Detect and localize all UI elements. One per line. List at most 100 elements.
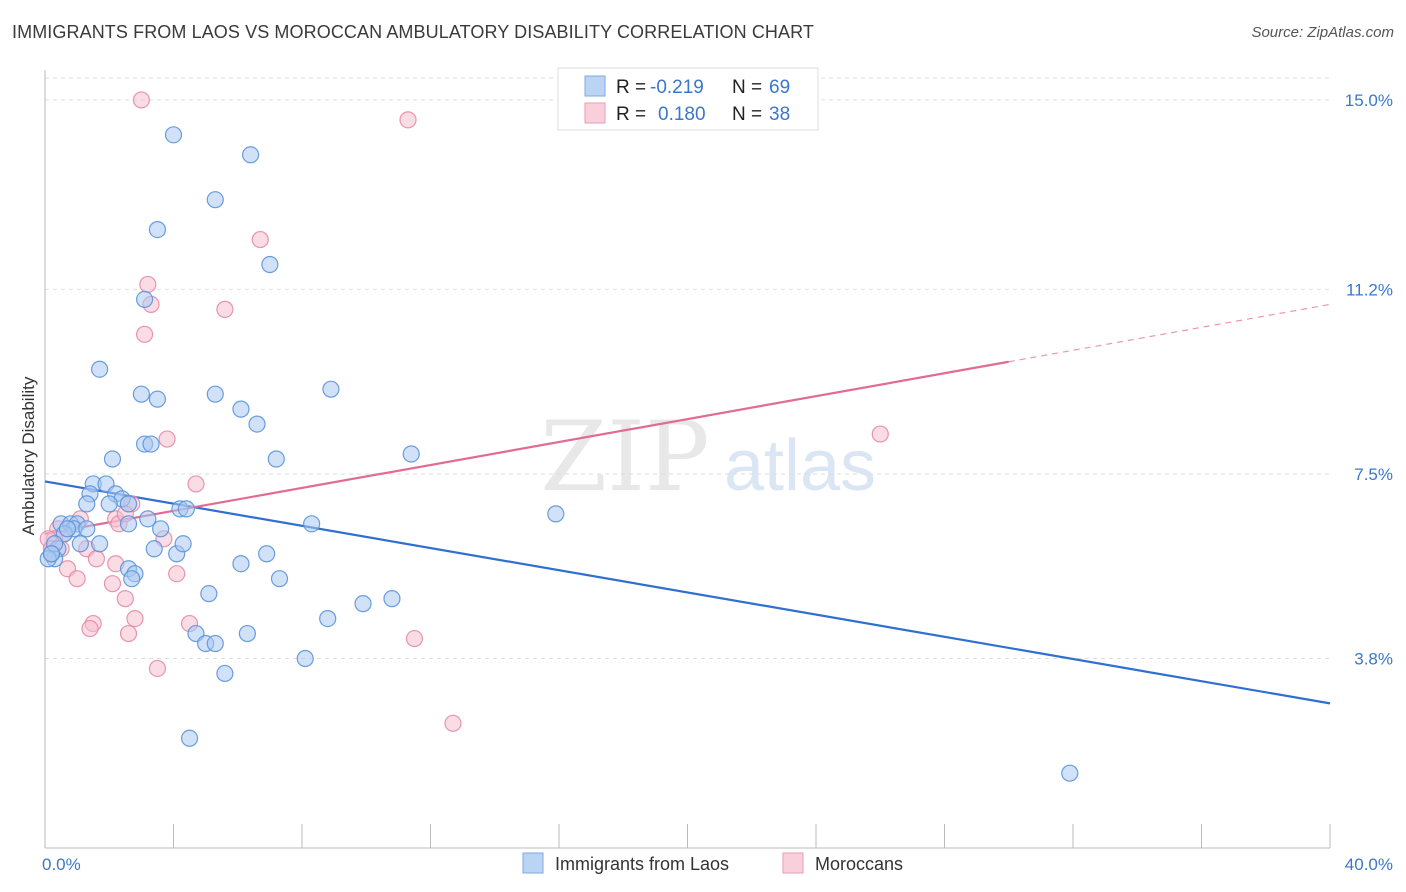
legend-bottom-swatch-laos (522, 852, 544, 874)
point-moroccan (158, 430, 176, 448)
point-laos (142, 435, 160, 453)
legend-bottom-label-moroccan: Moroccans (815, 854, 903, 874)
point-laos (135, 290, 154, 309)
point-laos (270, 570, 289, 588)
point-moroccan (871, 425, 889, 443)
trend-line-laos (44, 480, 1331, 705)
watermark-atlas: atlas (724, 426, 876, 506)
y-tick-label: 11.2% (1346, 280, 1393, 299)
point-moroccan (405, 629, 424, 648)
point-laos (1061, 764, 1079, 782)
legend-swatch-moroccan (584, 102, 606, 124)
point-moroccan (135, 325, 154, 343)
point-laos (383, 590, 401, 608)
point-laos (119, 515, 138, 533)
x-tick-label: 40.0% (1345, 855, 1393, 874)
point-moroccan (168, 565, 186, 583)
point-moroccan (187, 475, 205, 493)
data-points (39, 91, 1079, 782)
point-moroccan (103, 575, 122, 593)
point-moroccan (399, 111, 417, 129)
point-laos (174, 535, 192, 553)
trend-line-moroccan-extension (1008, 303, 1331, 363)
y-tick-label: 15.0% (1345, 91, 1393, 110)
point-laos (232, 555, 250, 573)
point-laos (258, 545, 276, 563)
point-laos (206, 634, 224, 653)
point-laos (123, 570, 141, 588)
point-laos (71, 535, 89, 553)
point-laos (103, 450, 122, 468)
point-laos (145, 540, 163, 558)
point-laos (180, 729, 199, 747)
chart-title: IMMIGRANTS FROM LAOS VS MOROCCAN AMBULAT… (12, 22, 815, 42)
point-laos (42, 545, 61, 563)
point-laos (267, 450, 285, 468)
watermark: ZIP atlas (540, 401, 876, 513)
point-moroccan (444, 714, 462, 732)
point-moroccan (139, 275, 157, 294)
point-laos (148, 390, 167, 408)
point-laos (206, 385, 224, 403)
x-tick-label: 0.0% (42, 855, 81, 874)
trend-line-moroccan (44, 360, 1009, 535)
point-laos (119, 495, 138, 513)
point-laos (232, 400, 250, 418)
point-laos (139, 510, 157, 528)
legend-swatch-laos (584, 75, 606, 97)
y-tick-label: 7.5% (1354, 465, 1393, 484)
source-label: Source: ZipAtlas.com (1251, 24, 1394, 41)
watermark-zip: ZIP (540, 401, 709, 513)
point-laos (58, 520, 77, 538)
point-moroccan (148, 659, 167, 678)
point-laos (200, 585, 218, 603)
point-laos (319, 609, 337, 628)
point-laos (402, 445, 420, 463)
y-axis-label: Ambulatory Disability (19, 376, 38, 535)
point-laos (100, 495, 118, 513)
point-laos (78, 495, 96, 513)
point-laos (354, 595, 372, 613)
point-moroccan (216, 300, 234, 318)
legend-n-value-moroccan: 38 (769, 104, 790, 125)
stats-legend: R = -0.219 N = 69 R = 0.180 N = 38 (557, 67, 819, 131)
point-moroccan (126, 609, 144, 628)
legend-n-value-laos: 69 (769, 77, 790, 98)
point-laos (164, 126, 183, 144)
trend-lines (44, 303, 1331, 705)
point-moroccan (251, 230, 269, 249)
legend-r-label-laos: R = (616, 77, 646, 98)
legend-bottom-swatch-moroccan (782, 852, 804, 874)
legend-r-value-laos: -0.219 (650, 77, 704, 98)
point-laos (248, 415, 266, 433)
point-moroccan (81, 619, 99, 638)
point-laos (238, 624, 256, 643)
point-laos (78, 520, 96, 538)
point-moroccan (132, 91, 150, 109)
point-laos (206, 191, 224, 209)
legend-r-label-moroccan: R = (616, 104, 646, 125)
point-laos (148, 220, 167, 239)
point-laos (242, 146, 260, 164)
point-laos (296, 649, 314, 668)
point-moroccan (87, 550, 106, 568)
tick-labels: 3.8% 7.5% 11.2% 15.0% 0.0% 40.0% (42, 91, 1393, 874)
point-laos (322, 380, 340, 398)
series-legend: Immigrants from Laos Moroccans (522, 852, 903, 874)
legend-n-label-laos: N = (732, 77, 762, 98)
legend-n-label-moroccan: N = (732, 104, 762, 125)
axes (44, 70, 1331, 849)
point-laos (91, 360, 109, 378)
point-laos (177, 500, 195, 518)
point-laos (216, 664, 234, 683)
legend-bottom-label-laos: Immigrants from Laos (555, 854, 729, 874)
point-moroccan (119, 624, 138, 643)
point-moroccan (68, 570, 86, 588)
legend-r-value-moroccan: 0.180 (658, 104, 706, 125)
point-laos (132, 385, 150, 403)
point-laos (303, 515, 321, 533)
point-moroccan (116, 590, 134, 608)
point-laos (547, 505, 565, 523)
point-laos (152, 520, 170, 538)
